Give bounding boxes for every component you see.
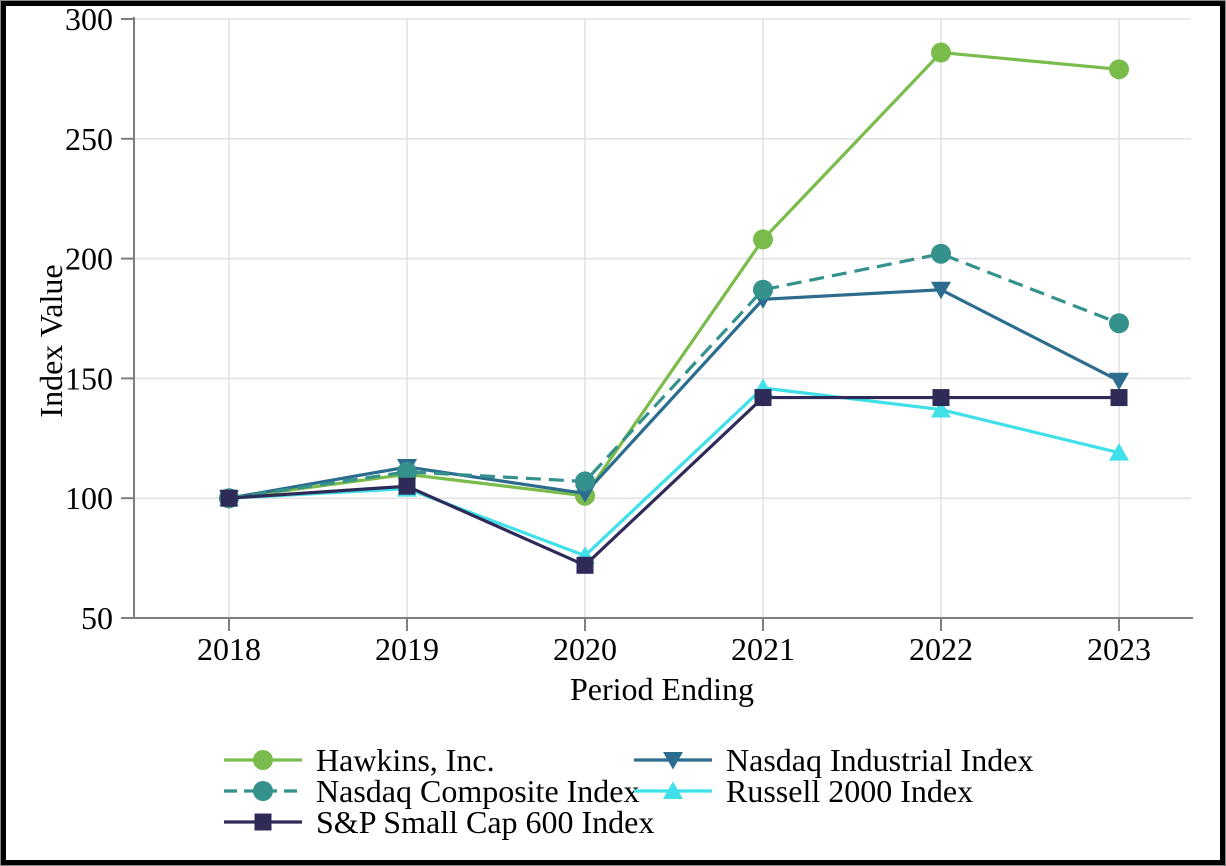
x-axis-title: Period Ending: [570, 671, 754, 707]
marker-russell-2000-index: [931, 400, 951, 418]
legend-item-nasdaq-composite-index: Nasdaq Composite Index: [224, 773, 640, 809]
y-tick-label: 250: [65, 121, 113, 157]
y-tick-label: 100: [65, 480, 113, 516]
marker-s-p-small-cap-600-index: [576, 556, 594, 574]
axis-layer: 50 100 150 200 250 300 2018 2019 2020 2021 2022 202…: [65, 6, 1193, 667]
y-tick-label: 200: [65, 241, 113, 277]
marker-s-p-small-cap-600-index: [1110, 389, 1128, 407]
marker-s-p-small-cap-600-index: [932, 389, 950, 407]
x-tick-label: 2023: [1087, 631, 1151, 667]
x-tick-label: 2020: [553, 631, 617, 667]
performance-line-chart: 50 100 150 200 250 300 2018 2019 2020 2021 2022 202…: [33, 6, 1193, 840]
marker-russell-2000-index: [1109, 443, 1129, 461]
legend-marker: [253, 781, 273, 801]
marker-nasdaq-composite-index: [575, 471, 595, 492]
legend-label: S&P Small Cap 600 Index: [316, 804, 654, 840]
marker-nasdaq-industrial-index: [1109, 372, 1129, 391]
legend-marker: [663, 752, 683, 770]
x-tick-label: 2022: [909, 631, 973, 667]
x-tick-label: 2018: [197, 631, 261, 667]
marker-nasdaq-composite-index: [397, 461, 417, 482]
legend-item-nasdaq-industrial-index: Nasdaq Industrial Index: [634, 742, 1033, 778]
marker-hawkins-inc: [1109, 59, 1129, 80]
series-line-russell-2000-index: [228, 386, 1120, 558]
marker-nasdaq-composite-index: [1109, 313, 1129, 334]
legend-marker: [253, 750, 273, 770]
legend-marker: [254, 813, 272, 831]
y-tick-label: 150: [65, 360, 113, 396]
legend-item-russell-2000-index: Russell 2000 Index: [634, 773, 973, 809]
series-line-hawkins-inc: [228, 50, 1120, 500]
y-axis-title: Index Value: [33, 264, 69, 417]
marker-s-p-small-cap-600-index: [398, 477, 416, 495]
marker-s-p-small-cap-600-index: [754, 389, 772, 407]
legend-label: Hawkins, Inc.: [316, 742, 495, 778]
legend-label: Nasdaq Composite Index: [316, 773, 640, 809]
marker-nasdaq-composite-index: [753, 279, 773, 300]
legend-label: Nasdaq Industrial Index: [726, 742, 1033, 778]
grid-layer: [134, 18, 1191, 618]
legend-label: Russell 2000 Index: [726, 773, 973, 809]
x-tick-label: 2021: [731, 631, 795, 667]
series-line-nasdaq-industrial-index: [228, 288, 1120, 500]
series-line-s-p-small-cap-600-index: [228, 395, 1119, 568]
series-layer: [219, 42, 1129, 574]
marker-s-p-small-cap-600-index: [220, 489, 238, 507]
y-tick-label: 300: [65, 6, 113, 37]
marker-nasdaq-composite-index: [931, 243, 951, 264]
legend-marker: [663, 781, 683, 799]
marker-nasdaq-industrial-index: [931, 281, 951, 300]
series-line-nasdaq-composite-index: [228, 252, 1120, 500]
x-tick-label: 2019: [375, 631, 439, 667]
marker-hawkins-inc: [753, 229, 773, 250]
marker-hawkins-inc: [931, 42, 951, 63]
legend-item-s-p-small-cap-600-index: S&P Small Cap 600 Index: [224, 804, 654, 840]
legend-item-hawkins-inc: Hawkins, Inc.: [224, 742, 495, 778]
y-tick-label: 50: [81, 600, 113, 636]
